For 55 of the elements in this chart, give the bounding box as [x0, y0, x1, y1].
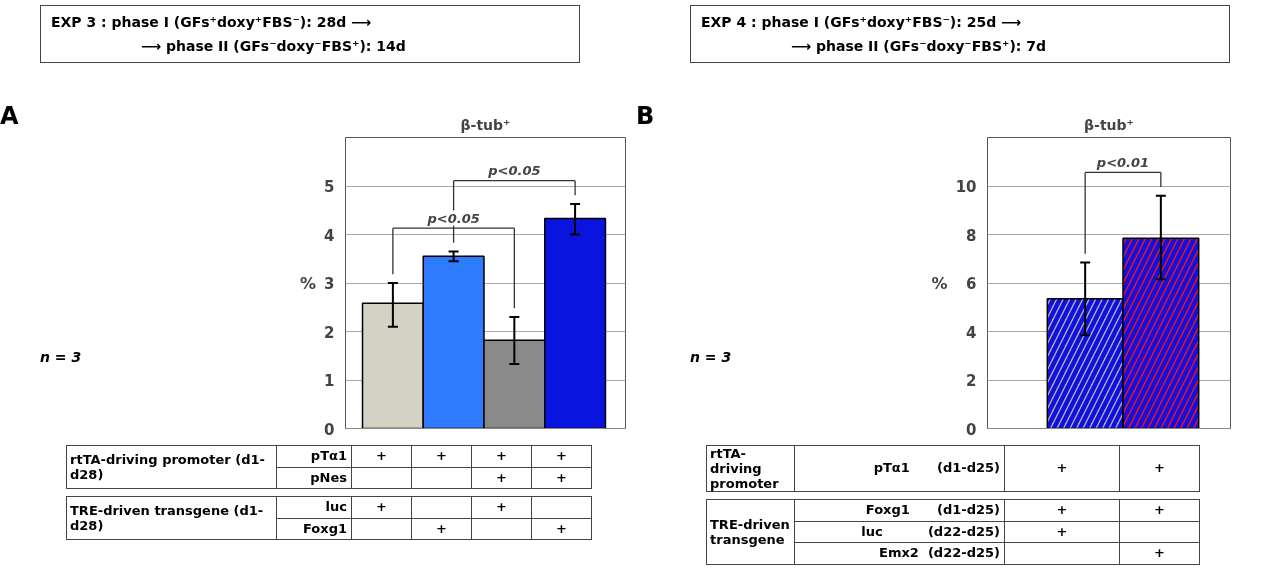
picture-table-cell: +	[1119, 445, 1200, 492]
annotation: p<0.01	[1095, 154, 1150, 170]
y-tick-label: 8	[966, 226, 977, 245]
annotation: p<0.05	[426, 210, 480, 226]
y-axis-title: %	[300, 273, 317, 293]
picture-table-cell: +	[531, 518, 592, 540]
text: EXP 3 : phase I (GFs⁺doxy⁺FBS⁻): 28d ⟶	[51, 13, 373, 32]
picture-table-cell: +	[471, 445, 532, 468]
y-tick-label: 5	[324, 178, 335, 196]
text: n = 3	[40, 348, 83, 367]
y-tick-label: 1	[324, 372, 335, 390]
text: B	[636, 101, 655, 132]
picture-table-cell: +	[411, 518, 472, 540]
picture-condition-table: TRE-driven transgene (d1-d28) luc + + Foxg1 + +	[66, 496, 592, 541]
y-tick-label: 0	[324, 420, 335, 439]
picture-table-cell: Emx2 (d22-d25)	[794, 542, 1005, 565]
y-axis-title: %	[931, 273, 948, 293]
picture-condition-table: TRE-driven transgene Foxg1 (d1-d25) + + luc (d22-d25) + Emx2 (d22-d25) +	[706, 499, 1200, 565]
picture-table-cell: +	[1004, 521, 1120, 543]
text: ⟶ phase II (GFs⁻doxy⁻FBS⁺): 7d	[790, 37, 1048, 56]
picture-table-cell: pTα1 (d1-d25)	[794, 445, 1005, 492]
annotation: p<0.05	[487, 163, 541, 179]
y-tick-label: 6	[966, 275, 977, 293]
picture-table-cell: +	[1119, 499, 1200, 522]
y-tick-label: 2	[966, 372, 977, 390]
y-tick-label: 2	[324, 323, 335, 342]
text: A	[0, 101, 19, 132]
picture-table-cell: +	[351, 496, 412, 519]
picture-table-cell: +	[471, 467, 532, 489]
y-tick-label: 0	[966, 420, 977, 439]
picture-condition-table: rtTA-driving promoter pTα1 (d1-d25) + +	[706, 445, 1200, 492]
picture-table-cell: Foxg1	[276, 518, 352, 540]
text: n = 3	[690, 348, 733, 367]
y-tick-label: 4	[324, 226, 335, 245]
picture-table-cell: pTα1	[276, 445, 352, 468]
picture-table-cell: +	[351, 445, 412, 468]
picture-table-cell: pNes	[276, 467, 352, 489]
text: EXP 4 : phase I (GFs⁺doxy⁺FBS⁻): 25d ⟶	[701, 13, 1023, 32]
picture-table-cell: Foxg1 (d1-d25)	[794, 499, 1005, 522]
picture-condition-table: rtTA-driving promoter (d1-d28) pTα1 + + + + pNes + +	[66, 445, 592, 490]
y-tick-label: 3	[324, 275, 335, 293]
picture-table-cell: luc	[276, 496, 352, 519]
picture-table-cell: +	[531, 467, 592, 489]
y-tick-label: 4	[966, 323, 977, 342]
picture-table-cell: +	[411, 445, 472, 468]
picture-table-cell: +	[471, 496, 532, 519]
picture-table-cell: +	[1004, 499, 1120, 522]
picture-table-cell: +	[531, 445, 592, 468]
picture-table-cell: +	[1004, 445, 1120, 492]
text: ⟶ phase II (GFs⁻doxy⁻FBS⁺): 14d	[140, 37, 407, 56]
chart-title: β-tub⁺	[460, 116, 511, 133]
chart-title: β-tub⁺	[1084, 116, 1134, 133]
y-tick-label: 10	[955, 178, 977, 196]
picture-table-cell: luc (d22-d25)	[794, 521, 1005, 543]
picture-table-cell: +	[1119, 542, 1200, 565]
